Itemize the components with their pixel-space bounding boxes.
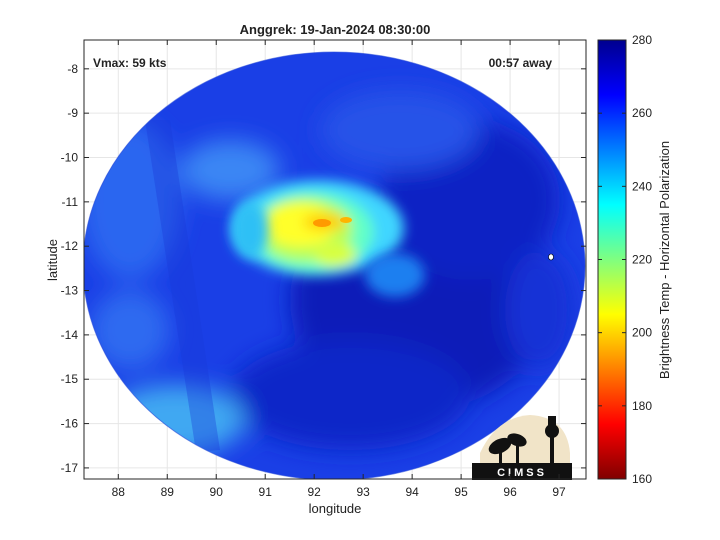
y-tick-label: -17 xyxy=(61,461,79,475)
x-tick-label: 91 xyxy=(259,485,273,499)
y-tick-label: -10 xyxy=(61,151,79,165)
x-tick-label: 90 xyxy=(210,485,224,499)
vmax-annotation: Vmax: 59 kts xyxy=(93,56,167,70)
y-tick-labels: -8 -9 -10 -11 -12 -13 -14 -15 -16 -17 xyxy=(61,62,79,475)
y-tick-label: -15 xyxy=(61,372,79,386)
y-axis-label: latitude xyxy=(45,239,60,281)
colorbar xyxy=(597,39,627,480)
colorbar-tick-label: 240 xyxy=(632,179,652,193)
colorbar-ticks: 280 260 240 220 200 180 160 xyxy=(598,33,652,486)
noise-marker xyxy=(548,253,554,261)
logo-text: CIMSS xyxy=(497,467,547,479)
x-tick-label: 92 xyxy=(308,485,322,499)
colorbar-tick-label: 160 xyxy=(632,472,652,486)
x-tick-label: 96 xyxy=(503,485,517,499)
x-tick-labels: 88 89 90 91 92 93 94 95 96 97 xyxy=(112,485,566,499)
y-tick-label: -12 xyxy=(61,239,79,253)
colorbar-label: Brightness Temp - Horizontal Polarizatio… xyxy=(657,141,672,379)
axes-frame xyxy=(83,39,587,480)
x-tick-label: 95 xyxy=(454,485,468,499)
colorbar-tick-label: 220 xyxy=(632,253,652,267)
chart-title: Anggrek: 19-Jan-2024 08:30:00 xyxy=(240,22,431,37)
y-tick-label: -9 xyxy=(67,106,78,120)
brightness-temp-swath xyxy=(84,51,586,479)
x-tick-label: 89 xyxy=(161,485,175,499)
time-offset-annotation: 00:57 away xyxy=(489,56,553,70)
x-axis-label: longitude xyxy=(309,501,362,516)
axis-ticks xyxy=(84,40,586,479)
y-tick-label: -11 xyxy=(62,195,79,209)
colorbar-tick-label: 180 xyxy=(632,399,652,413)
y-tick-label: -14 xyxy=(61,328,79,342)
x-tick-label: 94 xyxy=(405,485,419,499)
y-tick-label: -8 xyxy=(67,62,78,76)
colorbar-tick-label: 280 xyxy=(632,33,652,47)
colorbar-tick-label: 200 xyxy=(632,326,652,340)
x-tick-label: 97 xyxy=(552,485,566,499)
colorbar-tick-label: 260 xyxy=(632,106,652,120)
y-tick-label: -16 xyxy=(61,417,79,431)
y-tick-label: -13 xyxy=(61,284,79,298)
cimss-logo: CIMSS xyxy=(472,415,572,480)
x-tick-label: 93 xyxy=(356,485,370,499)
x-tick-label: 88 xyxy=(112,485,126,499)
